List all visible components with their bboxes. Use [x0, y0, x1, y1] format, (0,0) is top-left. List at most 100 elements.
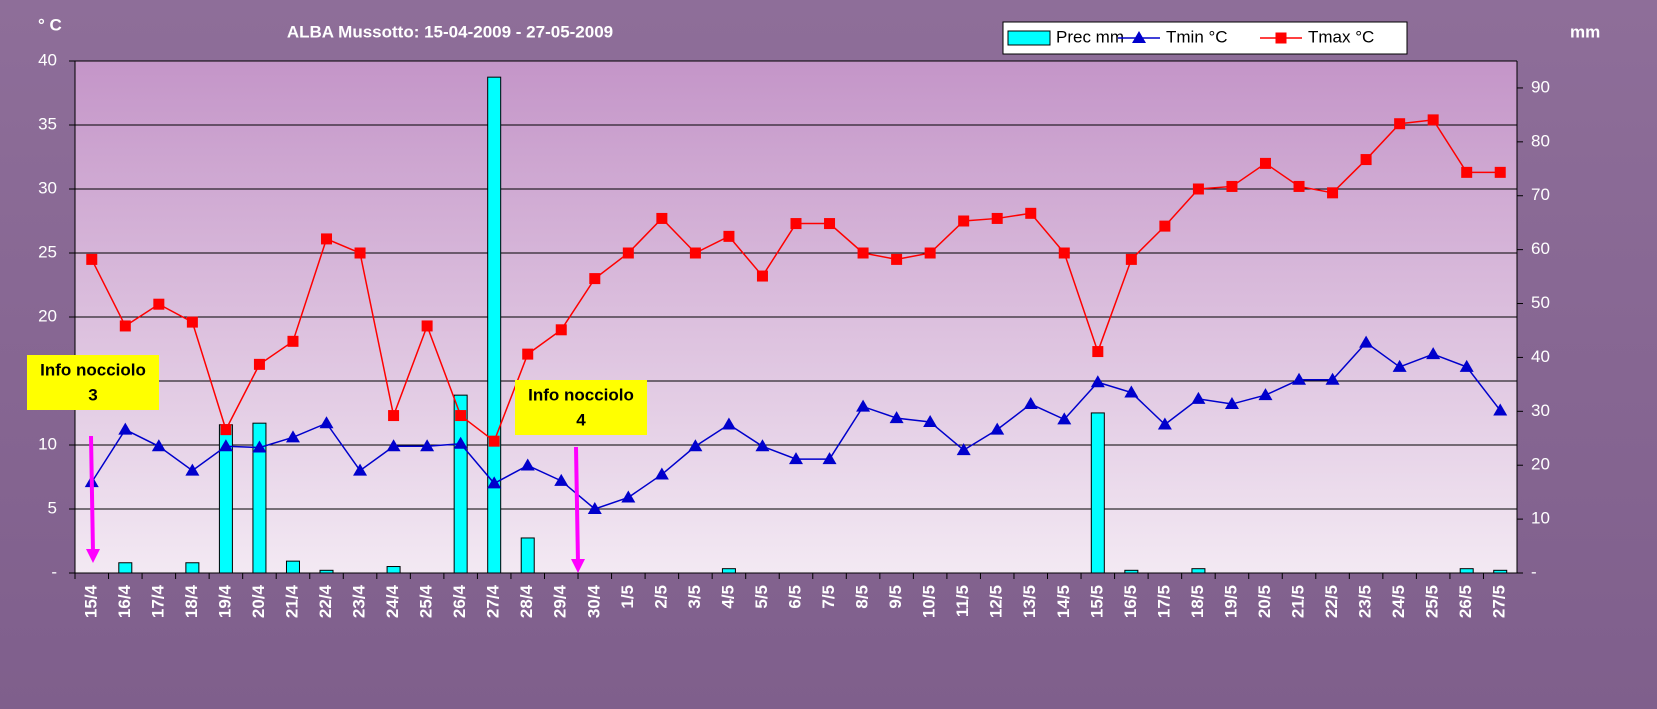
- point: [789, 452, 803, 465]
- point: [1092, 346, 1104, 358]
- x-tick-label: 18/5: [1188, 585, 1207, 618]
- y2-axis-label: mm: [1570, 22, 1600, 41]
- x-tick-label: 22/5: [1322, 585, 1341, 618]
- bar: [1191, 568, 1206, 574]
- y2-tick-label: 20: [1531, 455, 1550, 474]
- point: [889, 411, 904, 424]
- bar: [319, 569, 334, 574]
- y2-tick-label: 40: [1531, 347, 1550, 366]
- point: [1293, 180, 1305, 192]
- point: [253, 358, 265, 370]
- point: [285, 430, 300, 443]
- legend-swatch: [1007, 30, 1051, 46]
- point: [453, 436, 468, 449]
- legend-label: Tmax °C: [1308, 27, 1374, 46]
- point: [891, 253, 903, 265]
- x-tick-label: 18/4: [182, 584, 201, 618]
- y-tick-label: 30: [38, 178, 57, 197]
- point: [252, 440, 267, 453]
- x-tick-label: 25/4: [417, 584, 436, 618]
- point: [1459, 359, 1474, 372]
- point: [554, 473, 569, 486]
- point: [1058, 247, 1070, 259]
- point: [991, 212, 1003, 224]
- y-tick-label: -: [51, 562, 57, 581]
- point: [790, 218, 802, 230]
- point: [186, 316, 198, 328]
- point: [856, 399, 871, 412]
- x-tick-label: 26/5: [1456, 585, 1475, 618]
- x-tick-label: 20/5: [1255, 585, 1274, 618]
- bar: [386, 566, 401, 574]
- bar: [185, 562, 200, 574]
- point: [1394, 118, 1406, 130]
- bar: [453, 394, 468, 574]
- point: [321, 233, 333, 245]
- point: [1124, 385, 1139, 398]
- x-tick-label: 15/4: [81, 584, 100, 618]
- legend-box: [1002, 21, 1408, 55]
- point: [287, 335, 299, 347]
- point: [723, 230, 735, 242]
- legend: Prec mm Tmin °C Tmax °C: [1002, 21, 1408, 55]
- x-tick-label: 2/5: [651, 585, 670, 609]
- x-tick-label: 19/4: [215, 584, 234, 618]
- x-tick-label: 6/5: [785, 585, 804, 609]
- point: [1259, 157, 1271, 169]
- point: [153, 298, 165, 310]
- y-tick-label: 40: [38, 50, 57, 69]
- x-tick-label: 12/5: [987, 585, 1006, 618]
- point: [220, 424, 232, 436]
- x-tick-label: 26/4: [450, 584, 469, 618]
- bar: [285, 560, 300, 574]
- annotation-text: 3: [88, 385, 97, 404]
- x-tick-label: 11/5: [953, 585, 972, 617]
- x-tick-label: 24/5: [1389, 585, 1408, 618]
- point: [923, 414, 938, 427]
- y2-tick-label: 70: [1531, 185, 1550, 204]
- x-tick-label: 23/5: [1356, 585, 1375, 618]
- point: [689, 247, 701, 259]
- x-tick-label: 17/5: [1154, 585, 1173, 618]
- y-tick-label: 5: [48, 498, 57, 517]
- x-tick-label: 16/4: [115, 584, 134, 618]
- annotation-arrowhead: [86, 549, 100, 563]
- point: [1226, 180, 1238, 192]
- x-tick-label: 17/4: [148, 584, 167, 618]
- point: [388, 410, 400, 422]
- point: [656, 212, 668, 224]
- point: [1224, 397, 1239, 410]
- bar: [1124, 569, 1139, 574]
- x-tick-label: 9/5: [886, 585, 905, 609]
- point: [721, 417, 736, 430]
- point: [822, 452, 837, 465]
- chart-title: ALBA Mussotto: 15-04-2009 - 27-05-2009: [287, 22, 613, 41]
- y-tick-label: 35: [38, 114, 57, 133]
- point: [589, 273, 601, 285]
- legend-label: Tmin °C: [1166, 27, 1228, 46]
- point: [555, 324, 567, 336]
- y2-tick-label: 80: [1531, 131, 1550, 150]
- x-tick-label: 27/5: [1490, 585, 1509, 618]
- point: [1275, 32, 1287, 44]
- bar: [520, 537, 535, 574]
- x-tick-label: 21/5: [1289, 585, 1308, 618]
- x-tick-label: 16/5: [1121, 585, 1140, 618]
- y-tick-label: 10: [38, 434, 57, 453]
- annotation-text: Info nocciolo: [40, 360, 146, 379]
- point: [1057, 412, 1072, 425]
- point: [1090, 375, 1105, 388]
- y-tick-label: 20: [38, 306, 57, 325]
- x-tick-label: 30/4: [584, 584, 603, 618]
- x-tick-label: 13/5: [1020, 585, 1039, 618]
- point: [1125, 253, 1137, 265]
- point: [319, 416, 334, 429]
- point: [1427, 114, 1439, 126]
- y2-tick-label: 30: [1531, 401, 1550, 420]
- y2-tick-label: -: [1531, 562, 1537, 581]
- point: [956, 443, 971, 456]
- point: [86, 253, 98, 265]
- annotation-arrowhead: [571, 559, 585, 573]
- point: [488, 435, 500, 447]
